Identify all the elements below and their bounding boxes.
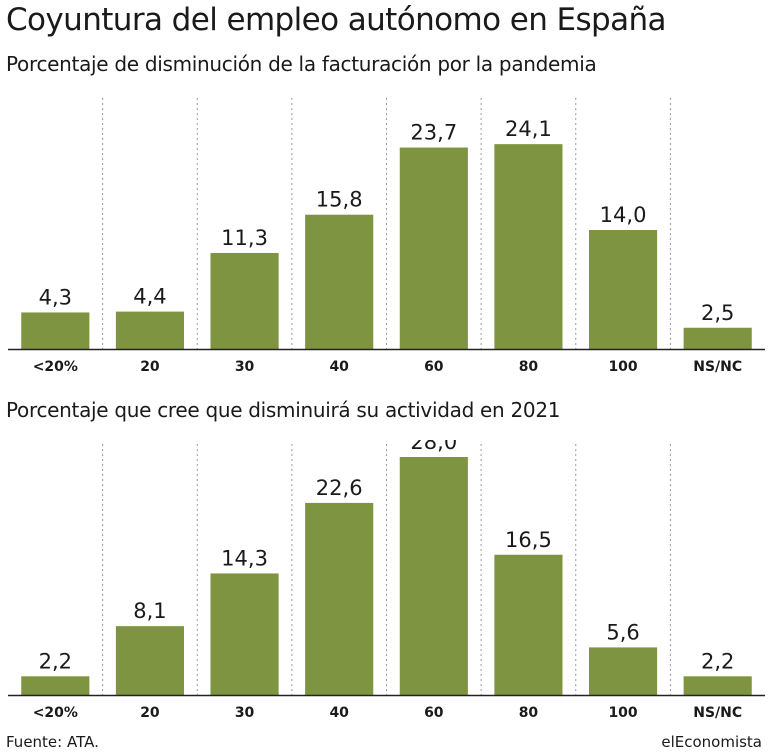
x-tick-label: 60 [424,705,444,721]
bar [399,147,468,349]
bar [494,144,563,349]
bar [210,573,279,695]
source-note: Fuente: ATA. [6,733,99,751]
bar [115,626,185,695]
x-tick-label: NS/NC [693,359,742,375]
x-tick-label: 60 [424,359,444,375]
x-tick-label: NS/NC [693,705,742,721]
x-tick-label: 100 [608,359,637,375]
bar [588,230,658,349]
x-tick-label: <20% [33,359,78,375]
chart-1-subtitle: Porcentaje de disminución de la facturac… [6,52,597,76]
brand-logo-text: elEconomista [661,733,762,751]
data-label: 4,4 [133,285,166,309]
data-label: 2,2 [39,649,72,673]
bar [115,311,185,349]
data-label: 23,7 [410,121,457,145]
bar [305,214,374,349]
data-label: 28,0 [410,440,457,454]
data-label: 4,3 [39,285,72,309]
bar [21,676,90,695]
bar [305,502,374,695]
bar [210,252,279,349]
bar [588,647,658,695]
x-tick-label: 30 [235,705,255,721]
bar-chart-revenue-decrease: 4,3 <20% 4,4 20 11,3 30 15,8 40 23,7 60 24,1 80 14,0… [8,98,765,375]
data-label: 14,3 [221,546,268,570]
x-tick-label: 40 [329,359,349,375]
x-tick-label: 100 [608,705,637,721]
x-tick-label: <20% [33,705,78,721]
data-label: 22,6 [316,476,363,500]
data-label: 8,1 [133,599,166,623]
bar [399,457,468,695]
bar [683,327,752,349]
chart-2-subtitle: Porcentaje que cree que disminuirá su ac… [6,398,561,422]
bar [683,676,752,695]
data-label: 14,0 [600,203,647,227]
x-tick-label: 80 [519,359,539,375]
x-tick-label: 30 [235,359,255,375]
bar [494,554,563,695]
x-tick-label: 20 [140,705,160,721]
chart-title: Coyuntura del empleo autónomo en España [6,2,667,38]
data-label: 2,5 [701,301,734,325]
data-label: 15,8 [316,188,363,212]
data-label: 16,5 [505,528,552,552]
x-tick-label: 80 [519,705,539,721]
bar [21,312,90,349]
data-label: 24,1 [505,117,552,141]
data-label: 5,6 [606,620,639,644]
data-label: 2,2 [701,649,734,673]
bar-chart-activity-decrease-2021: 2,2 <20% 8,1 20 14,3 30 22,6 40 28,0 60 16,5 80 5,6 1… [8,440,765,721]
x-tick-label: 20 [140,359,160,375]
x-tick-label: 40 [329,705,349,721]
data-label: 11,3 [221,226,268,250]
